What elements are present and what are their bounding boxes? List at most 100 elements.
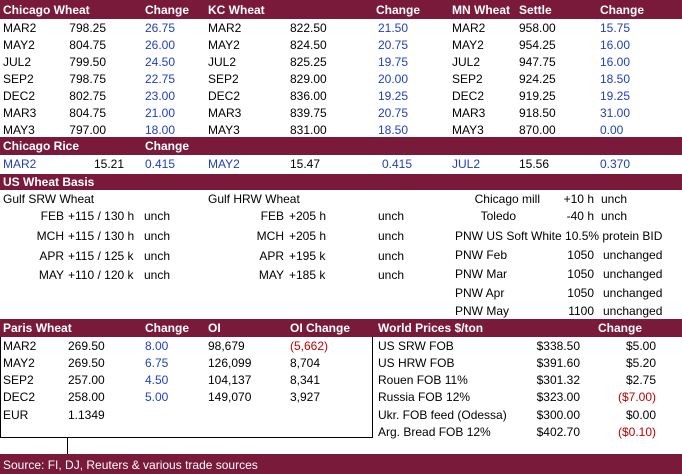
world-price-change: ($7.00) [617,390,656,404]
world-price-change: $5.00 [625,339,656,353]
hrw-change: unch [378,268,405,282]
paris-oi: 126,099 [208,356,252,370]
gulf-hrw-title: Gulf HRW Wheat [208,192,300,206]
mn-change: 18.50 [600,72,631,86]
mn-change: 16.00 [600,38,631,52]
rice-month-3: JUL2 [452,157,481,171]
mn-price: 947.75 [519,55,556,69]
kc-month: JUL2 [208,55,237,69]
kc-change: 20.75 [378,106,409,120]
rice-price-1: 15.21 [93,157,124,171]
basis-header-bar [0,174,682,190]
mn-change: 15.75 [600,21,631,35]
paris-price: 269.50 [68,356,105,370]
srw-value: +115 / 130 h [68,209,135,223]
divider-line [67,437,68,454]
hrw-value: +185 k [289,268,326,282]
pnw-value: 1050 [567,267,594,281]
world-prices-header: World Prices $/ton [378,321,484,335]
mn-change: 19.25 [600,89,631,103]
paris-change: 5.00 [145,390,169,404]
paris-price: 258.00 [68,390,105,404]
rice-month-1: MAR2 [3,157,37,171]
srw-change: unch [144,249,171,263]
chicago-change: 26.75 [145,21,176,35]
mn-wheat-header: MN Wheat [452,3,510,17]
divider-line [372,337,373,438]
paris-price: 257.00 [68,373,105,387]
world-price-value: $300.00 [536,408,580,422]
mn-change-header: Change [600,3,645,17]
srw-change: unch [144,268,171,282]
srw-change: unch [144,229,171,243]
paris-month: DEC2 [3,390,36,404]
chicago-price: 798.25 [69,21,106,35]
chicago-mill-label: Chicago mill [474,192,540,206]
mn-month: MAR3 [452,106,486,120]
world-change-header: Change [598,321,643,335]
chicago-change: 21.00 [145,106,176,120]
hrw-change: unch [378,229,405,243]
kc-price: 831.00 [290,123,327,137]
kc-change-header: Change [376,3,421,17]
toledo-label: Toledo [480,209,516,223]
kc-price: 836.00 [290,89,327,103]
footer-bar [0,454,682,474]
mn-price: 870.00 [519,123,556,137]
srw-value: +115 / 125 k [68,249,134,263]
srw-value: +110 / 120 k [68,268,134,282]
paris-month: MAY2 [3,356,35,370]
srw-change: unch [144,209,171,223]
pnw-change: unchanged [603,248,663,262]
paris-oi-change: 3,927 [290,390,321,404]
world-price-value: $391.60 [536,356,580,370]
chicago-change: 18.00 [145,123,176,137]
mn-price: 918.50 [519,106,556,120]
pnw-label: PNW Apr [455,286,505,300]
srw-month: APR [39,249,64,263]
chicago-change: 24.50 [145,55,176,69]
mn-month: MAY3 [452,123,484,137]
paris-oi-change-header: OI Change [290,321,351,335]
kc-change: 20.00 [378,72,409,86]
chicago-change: 26.00 [145,38,176,52]
mn-settle-header: Settle [519,3,552,17]
divider-line [0,437,372,438]
kc-wheat-header: KC Wheat [208,3,265,17]
hrw-value: +205 h [289,209,327,223]
chicago-price: 797.00 [69,123,106,137]
world-price-label: Arg. Bread FOB 12% [378,425,491,439]
kc-price: 829.00 [290,72,327,86]
hrw-month: APR [259,249,284,263]
hrw-month: FEB [260,209,284,223]
kc-month: MAY3 [208,123,240,137]
kc-change: 19.75 [378,55,409,69]
chicago-month: MAY2 [3,38,35,52]
world-price-change: $2.75 [625,373,656,387]
srw-month: MCH [36,229,64,243]
paris-month: SEP2 [3,373,34,387]
mn-month: MAR2 [452,21,486,35]
kc-change: 20.75 [378,38,409,52]
chicago-price: 804.75 [69,38,106,52]
pnw-title: PNW US Soft White 10.5% protein BID [455,229,663,243]
paris-oi: 149,070 [208,390,252,404]
mn-change: 31.00 [600,106,631,120]
futures-header-bar [0,0,682,19]
pnw-value: 1050 [567,248,594,262]
rice-change-3: 0.370 [600,157,631,171]
mn-price: 958.00 [519,21,556,35]
rice-month-2: MAY2 [208,157,240,171]
paris-oi-header: OI [208,321,221,335]
hrw-value: +195 k [289,249,326,263]
rice-price-3: 15.56 [519,157,550,171]
pnw-label: PNW Feb [455,248,508,262]
chicago-month: MAR2 [3,21,37,35]
paris-oi: 98,679 [208,339,245,353]
kc-month: SEP2 [208,72,239,86]
eur-value: 1.1349 [68,408,105,422]
chicago-change: 22.75 [145,72,176,86]
kc-month: DEC2 [208,89,241,103]
rice-header: Chicago Rice [3,139,80,153]
hrw-month: MCH [256,229,284,243]
